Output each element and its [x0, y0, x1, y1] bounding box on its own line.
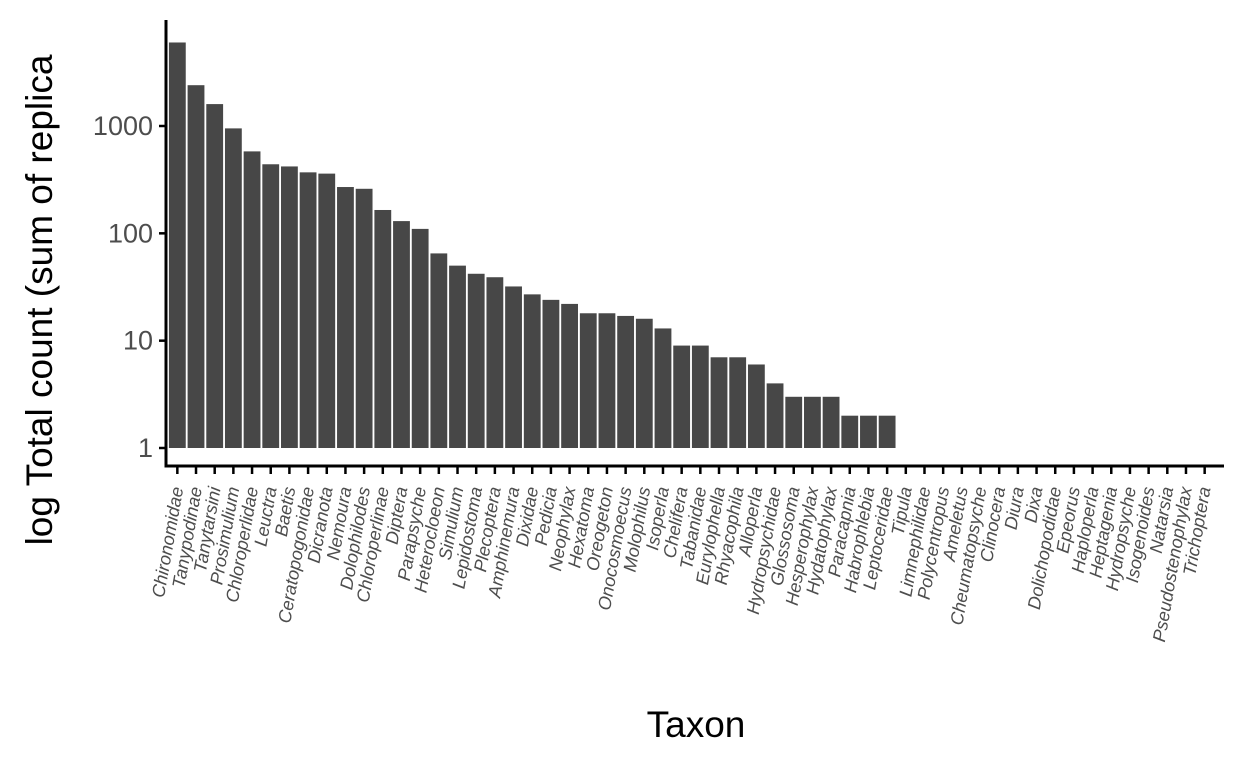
bar-lepidostoma [467, 273, 485, 448]
bar-tabanidae [691, 345, 709, 448]
bar-oreogeton [598, 313, 616, 448]
bar-chloroperlinae [374, 209, 392, 448]
bar-heterocloeon [430, 253, 448, 448]
bar-prosimulium [224, 128, 242, 448]
bar-leuctra [262, 164, 280, 448]
bar-dolophilodes [355, 188, 373, 449]
bar-diptera [393, 221, 410, 448]
bar-tanypodinae [187, 85, 205, 448]
y-tick-label-100: 100 [108, 218, 153, 248]
y-axis-title: log Total count (sum of replica [19, 54, 60, 545]
x-axis: ChironomidaeTanypodinaeTanytarsiniProsim… [148, 464, 1224, 643]
bar-tanytarsini [206, 104, 224, 448]
bar-baetis [281, 166, 298, 448]
bar-amphinemura [505, 286, 522, 448]
bar-leptoceridae [878, 415, 896, 448]
bar-chironomidae [168, 42, 186, 448]
bar-onocosmoecus [617, 315, 635, 448]
bar-pedicia [542, 299, 560, 448]
bar-hesperophylax [804, 396, 821, 448]
bar-simulium [449, 265, 466, 448]
bars-group [168, 42, 896, 449]
bar-parapsyche [411, 228, 429, 448]
bar-nemoura [337, 187, 354, 448]
bar-plecoptera [486, 277, 504, 448]
bar-hydropsychidae [766, 383, 784, 448]
bar-hydatophylax [822, 396, 840, 448]
bar-alloperla [747, 364, 765, 448]
bar-habrophlebia [860, 415, 877, 448]
bar-dixidae [523, 294, 541, 448]
bar-ceratopogonidae [299, 172, 317, 448]
bar-glossosoma [785, 396, 803, 448]
y-tick-label-1: 1 [138, 433, 153, 463]
bar-chloroperlidae [243, 151, 261, 448]
bar-molophilus [635, 318, 653, 448]
bar-hexatoma [579, 313, 597, 448]
bar-chelifera [673, 345, 691, 448]
bar-isoperla [654, 328, 672, 448]
bar-eurylophella [710, 357, 728, 448]
y-tick-label-10: 10 [123, 326, 153, 356]
x-axis-title: Taxon [647, 704, 746, 745]
bar-paracapnia [841, 415, 859, 448]
bar-neophylax [561, 303, 578, 448]
bar-dicranota [318, 173, 336, 448]
y-tick-label-1000: 1000 [93, 111, 153, 141]
bar-rhyacophila [729, 357, 747, 448]
y-axis: 1 10 100 1000 [93, 20, 168, 467]
